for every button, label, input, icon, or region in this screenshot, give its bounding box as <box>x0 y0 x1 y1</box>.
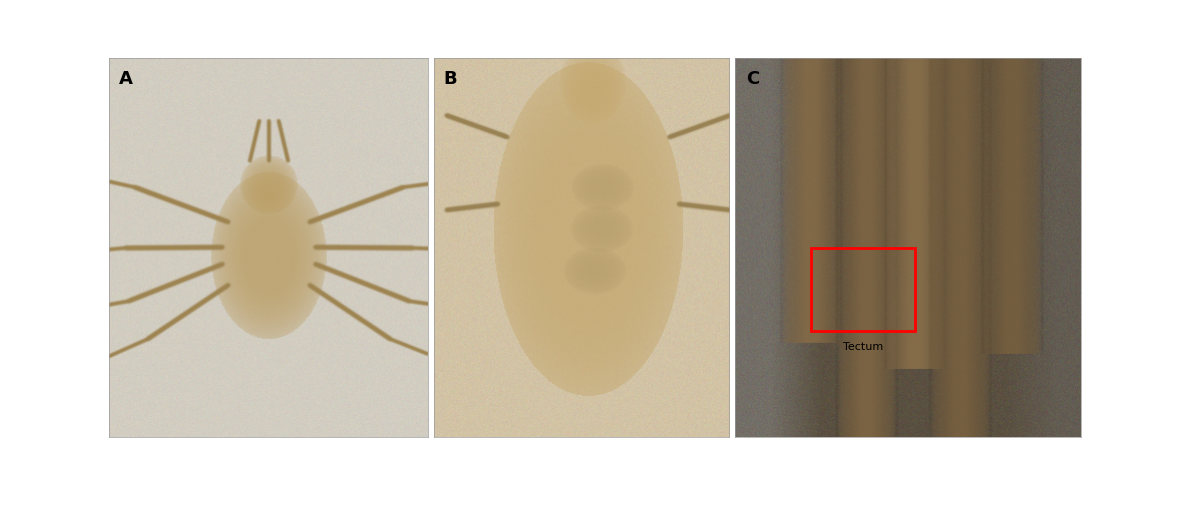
Text: A: A <box>119 70 133 88</box>
Text: Tectum: Tectum <box>843 342 883 352</box>
Bar <box>812 248 915 331</box>
Text: C: C <box>746 70 759 88</box>
Text: B: B <box>443 70 457 88</box>
